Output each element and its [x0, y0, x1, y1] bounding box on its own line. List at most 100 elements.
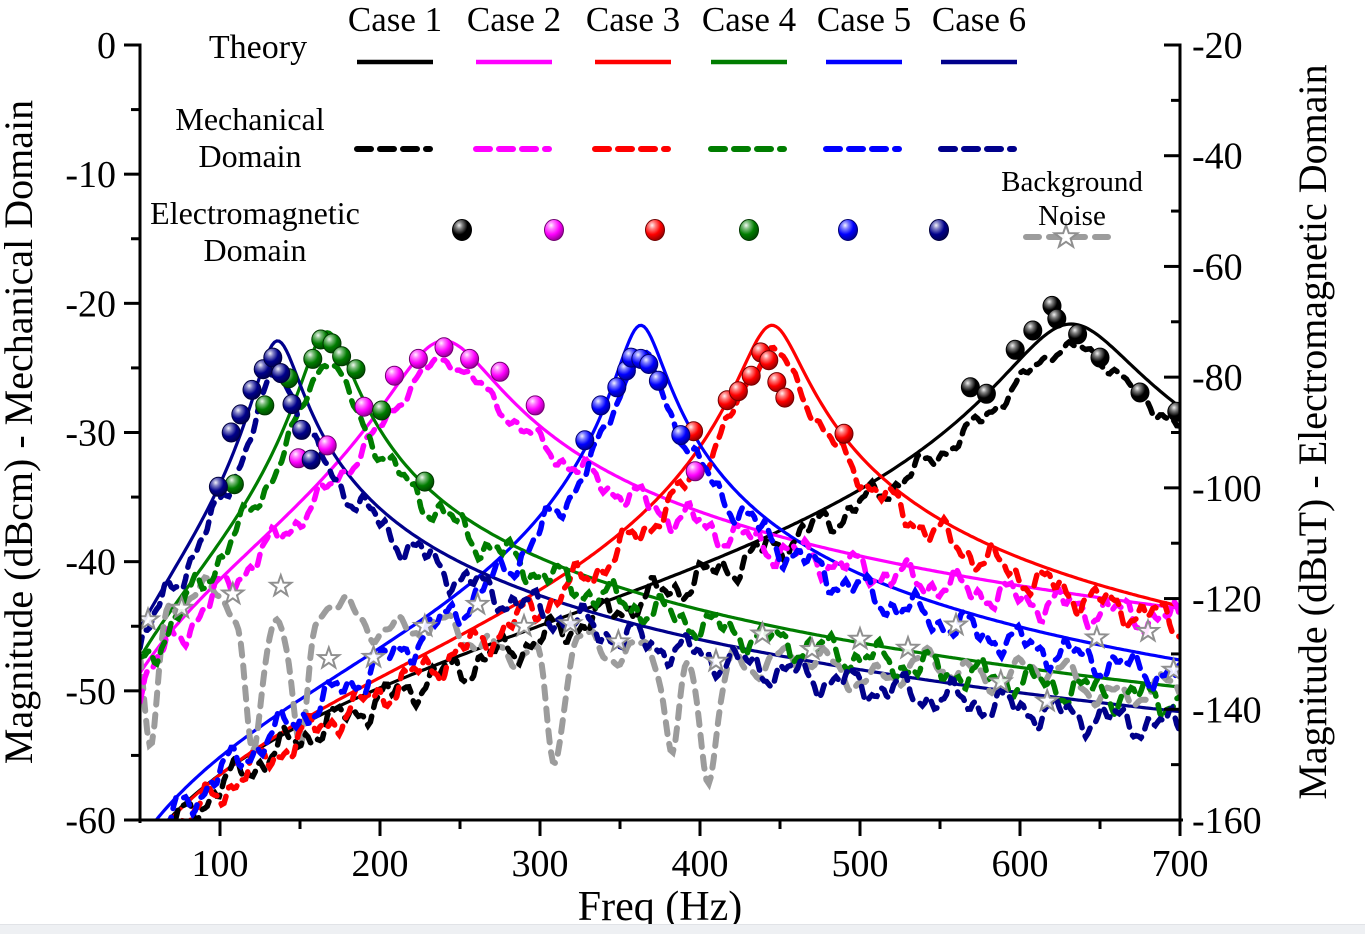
em-sphere-case-6 — [231, 404, 251, 425]
em-sphere-case-2 — [685, 461, 705, 482]
em-sphere-case-4 — [332, 346, 352, 367]
axes: 0 -10 -20 -30 -40 -50 -60 -20 -40 -60 -80 -100 -120 -… — [65, 25, 1261, 885]
x-axis-title: Freq (Hz) — [578, 884, 742, 930]
x-tick-label: 400 — [672, 843, 729, 885]
em-sphere-case-3 — [775, 387, 795, 408]
em-sphere-case-6 — [221, 422, 241, 443]
em-sphere-case-3 — [767, 372, 787, 393]
noise-star — [798, 635, 826, 661]
noise-star — [315, 644, 343, 670]
em-sphere-case-3 — [728, 381, 748, 402]
legend-case-label-2: Case 2 — [466, 0, 562, 39]
em-sphere-case-6 — [208, 476, 228, 497]
y-right-tick-label: -60 — [1192, 246, 1243, 288]
noise-star — [1033, 687, 1061, 713]
noise-star — [141, 605, 162, 632]
noise-star — [267, 572, 295, 598]
bottom-bar — [0, 924, 1365, 934]
noise-star — [1083, 623, 1111, 650]
noise-star — [360, 643, 388, 669]
em-sphere-case-4 — [346, 359, 366, 380]
em-sphere-case-5 — [607, 377, 627, 398]
em-sphere-case-1 — [1047, 308, 1067, 329]
mechanical-curve-case-3 — [180, 344, 1179, 821]
em-sphere-case-6 — [282, 394, 302, 415]
em-sphere-case-4 — [255, 395, 275, 416]
legend-em-sphere-2 — [544, 219, 564, 241]
em-sphere-case-4 — [224, 474, 244, 495]
em-sphere-case-1 — [1167, 401, 1179, 422]
em-sphere-case-6 — [292, 419, 312, 440]
y-axis-title-right: Magnitude (dBuT) - Electromagnetic Domai… — [1290, 64, 1335, 799]
noise-star — [1134, 617, 1162, 643]
noise-star — [702, 647, 730, 673]
noise-star — [464, 590, 491, 616]
legend-case-label-6: Case 6 — [931, 0, 1027, 39]
noise-star — [987, 667, 1015, 694]
legend-row-label-mechanical: Mechanical Domain — [175, 101, 325, 175]
plot-area — [141, 295, 1179, 821]
x-tick-label: 600 — [992, 843, 1049, 885]
em-sphere-case-3 — [834, 423, 854, 444]
em-sphere-case-1 — [1068, 324, 1088, 345]
em-sphere-case-3 — [741, 365, 761, 386]
y-right-tick-label: -80 — [1192, 357, 1243, 399]
em-sphere-case-5 — [648, 370, 668, 391]
y-left-tick-label: -30 — [65, 413, 116, 455]
legend-em-sphere-3 — [645, 219, 665, 241]
em-sphere-case-5 — [639, 354, 659, 374]
em-sphere-case-1 — [1005, 339, 1025, 360]
em-sphere-case-1 — [1090, 347, 1110, 368]
legend-case-label-3: Case 3 — [585, 0, 681, 39]
mechanical-curve-case-1 — [172, 338, 1179, 821]
em-sphere-case-4 — [372, 400, 392, 421]
noise-star — [411, 612, 439, 638]
em-sphere-case-2 — [317, 435, 337, 456]
noise-star — [1160, 656, 1179, 682]
y-left-tick-label: -50 — [65, 671, 116, 713]
y-right-tick-label: -100 — [1192, 468, 1262, 510]
noise-star — [168, 594, 196, 620]
x-tick-label: 500 — [832, 843, 889, 885]
em-sphere-case-1 — [1023, 320, 1043, 341]
noise-star — [219, 579, 247, 606]
legend-em-sphere-4 — [739, 219, 759, 241]
em-sphere-case-2 — [525, 395, 545, 416]
y-left-tick-label: -10 — [65, 154, 116, 196]
theory-curve-case-5 — [153, 323, 1179, 821]
legend-row-label-electromagnetic: Electromagnetic Domain — [150, 195, 360, 269]
em-sphere-case-4 — [303, 348, 323, 369]
em-sphere-case-6 — [271, 363, 291, 384]
noise-star — [894, 634, 922, 660]
legend-em-sphere-1 — [452, 219, 472, 241]
x-tick-label: 300 — [512, 843, 569, 885]
x-tick-label: 200 — [352, 843, 409, 885]
legend-row-label-theory: Theory — [208, 29, 308, 66]
noise-star — [846, 625, 874, 651]
x-tick-label: 700 — [1152, 843, 1209, 885]
legend-case-label-4: Case 4 — [701, 0, 797, 39]
legend-case-label-5: Case 5 — [816, 0, 912, 39]
noise-star — [604, 627, 632, 654]
em-sphere-case-2 — [408, 348, 428, 369]
em-sphere-case-2 — [384, 365, 404, 386]
em-sphere-case-6 — [263, 347, 283, 368]
y-axis-title-left: Magnitude (dBcm) - Mechanical Domain — [0, 100, 41, 764]
noise-star — [942, 610, 970, 637]
legend-noise-star — [1051, 221, 1081, 250]
em-sphere-case-2 — [354, 396, 374, 417]
y-right-tick-label: -120 — [1192, 579, 1262, 621]
noise-star — [556, 609, 584, 636]
em-sphere-case-5 — [591, 395, 611, 416]
y-left-tick-label: -60 — [65, 800, 116, 842]
em-sphere-case-2 — [490, 361, 510, 382]
y-right-tick-label: -20 — [1192, 25, 1243, 67]
mechanical-curve-case-6 — [141, 371, 1179, 743]
em-sphere-case-3 — [759, 350, 779, 371]
noise-star — [749, 619, 776, 646]
mechanical-curve-case-2 — [141, 356, 1179, 705]
legend-noise-label: Background Noise — [1001, 166, 1143, 232]
y-left-tick-label: -40 — [65, 542, 116, 584]
